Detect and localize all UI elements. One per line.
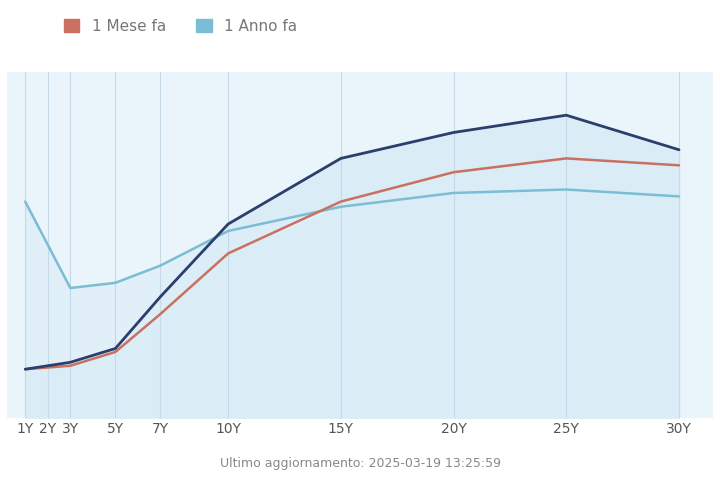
Legend: 1 Mese fa, 1 Anno fa: 1 Mese fa, 1 Anno fa — [58, 12, 303, 40]
Text: Ultimo aggiornamento: 2025-03-19 13:25:59: Ultimo aggiornamento: 2025-03-19 13:25:5… — [220, 457, 500, 470]
